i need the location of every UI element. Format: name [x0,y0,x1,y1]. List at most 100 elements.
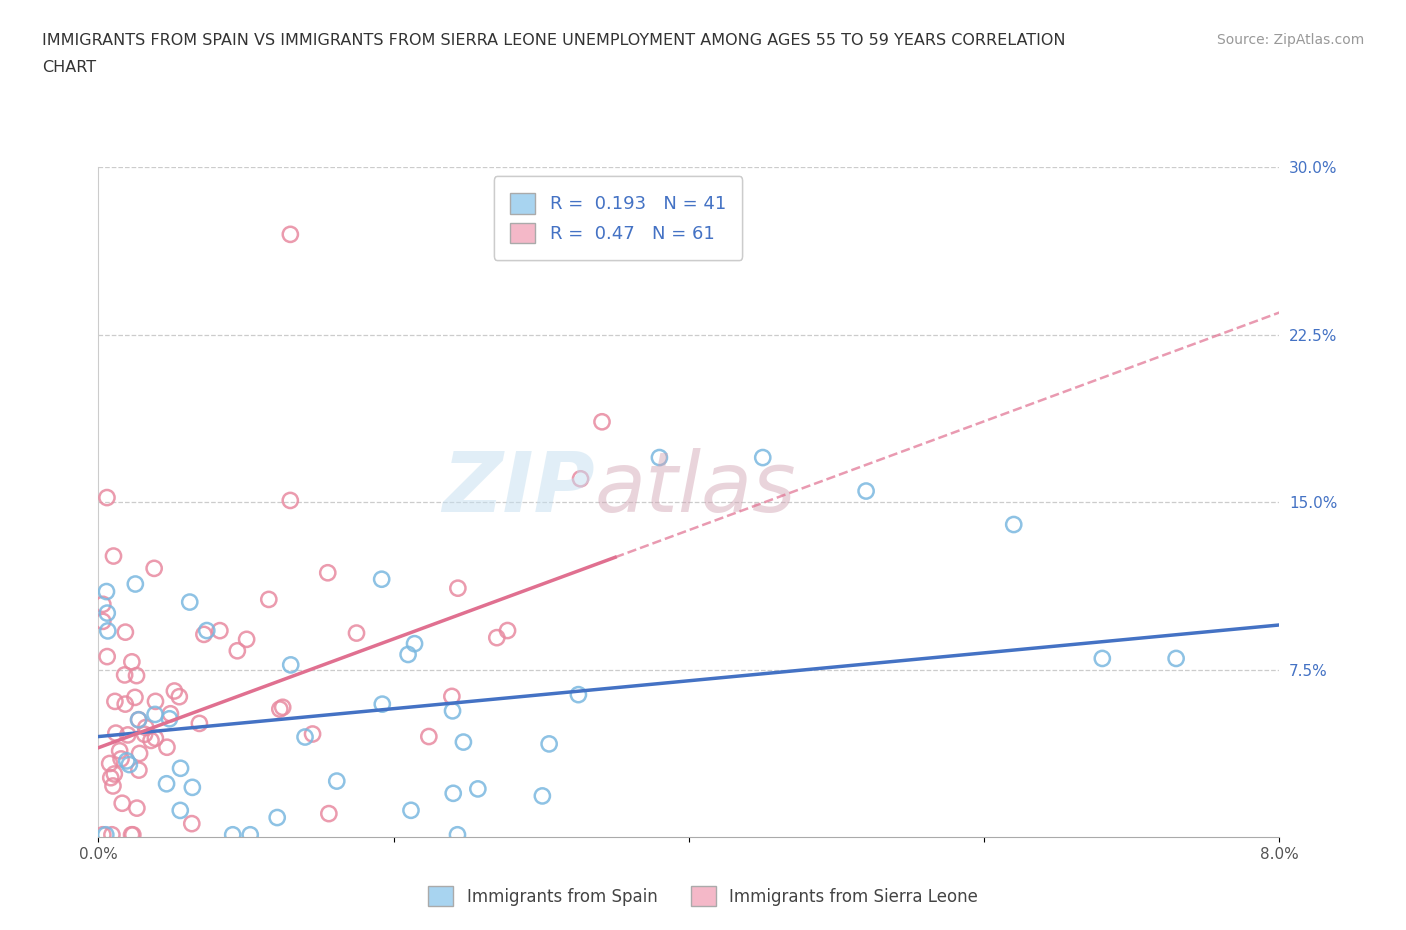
Point [453,735,475,750]
Point [467,781,489,796]
Point [134,727,156,742]
Point [751,450,773,465]
Text: atlas: atlas [595,448,796,529]
Point [115,753,138,768]
Point [159,711,181,726]
Point [294,729,316,744]
Point [195,623,218,638]
Point [124,577,146,591]
Point [96,490,118,505]
Point [485,631,508,645]
Point [104,725,127,740]
Point [441,703,464,718]
Text: IMMIGRANTS FROM SPAIN VS IMMIGRANTS FROM SIERRA LEONE UNEMPLOYMENT AMONG AGES 55: IMMIGRANTS FROM SPAIN VS IMMIGRANTS FROM… [42,33,1066,47]
Point [396,647,419,662]
Legend: Immigrants from Spain, Immigrants from Sierra Leone: Immigrants from Spain, Immigrants from S… [422,880,984,912]
Point [591,415,613,430]
Point [128,712,150,727]
Point [91,614,114,629]
Point [143,707,166,722]
Point [103,766,125,781]
Point [181,780,204,795]
Point [569,472,592,486]
Point [156,739,179,754]
Point [301,726,323,741]
Point [169,761,191,776]
Point [100,770,122,785]
Point [118,757,141,772]
Point [179,594,201,609]
Point [1164,651,1187,666]
Point [125,668,148,683]
Point [441,786,464,801]
Point [446,828,468,843]
Point [371,697,394,711]
Point [128,712,150,727]
Point [496,623,519,638]
Text: ZIP: ZIP [441,448,595,529]
Text: CHART: CHART [42,60,96,75]
Point [326,774,349,789]
Point [1091,651,1114,666]
Point [447,580,470,595]
Point [103,549,125,564]
Point [418,729,440,744]
Point [239,828,262,843]
Point [98,756,121,771]
Point [125,801,148,816]
Point [193,627,215,642]
Point [208,623,231,638]
Point [180,817,202,831]
Point [169,803,191,817]
Point [121,828,143,843]
Point [163,684,186,698]
Legend: R =  0.193   N = 41, R =  0.47   N = 61: R = 0.193 N = 41, R = 0.47 N = 61 [494,177,742,259]
Point [101,828,124,843]
Point [280,658,302,672]
Point [114,625,136,640]
Point [855,484,877,498]
Point [104,694,127,709]
Point [121,655,143,670]
Point [226,644,249,658]
Point [399,803,422,817]
Point [531,789,554,804]
Point [145,694,167,709]
Point [188,716,211,731]
Point [91,597,114,612]
Point [538,737,561,751]
Point [96,605,118,620]
Point [278,227,302,242]
Point [404,636,426,651]
Point [96,584,118,599]
Point [135,720,157,735]
Point [235,631,257,646]
Point [346,626,368,641]
Point [648,450,671,465]
Point [370,572,392,587]
Point [114,668,136,683]
Point [316,565,339,580]
Point [169,689,191,704]
Point [139,733,162,748]
Point [155,777,177,791]
Point [121,828,143,843]
Point [128,763,150,777]
Point [110,751,132,766]
Point [1002,517,1025,532]
Point [101,778,124,793]
Point [94,828,117,843]
Point [128,746,150,761]
Point [440,689,463,704]
Point [111,796,134,811]
Point [269,701,291,716]
Point [159,706,181,721]
Point [266,810,288,825]
Point [96,649,118,664]
Point [124,690,146,705]
Point [91,828,114,843]
Point [97,623,120,638]
Point [278,493,301,508]
Point [145,731,167,746]
Point [222,828,245,843]
